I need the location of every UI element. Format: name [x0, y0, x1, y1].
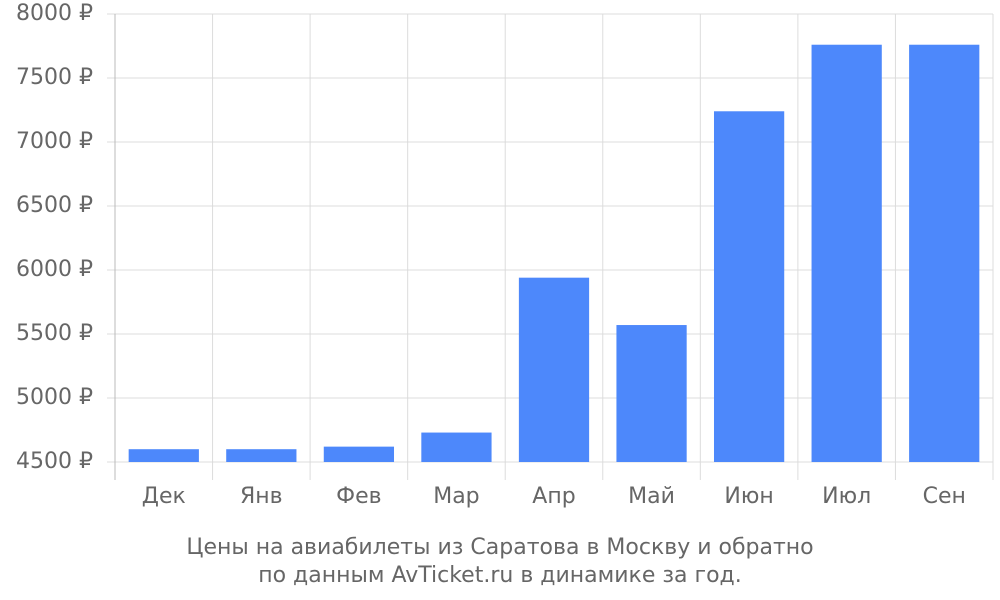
- y-tick-label: 6000 ₽: [16, 257, 93, 282]
- bar: [323, 446, 395, 462]
- caption: по данным AvTicket.ru в динамике за год.: [258, 563, 742, 588]
- x-tick-label: Сен: [923, 484, 966, 509]
- y-tick-label: 8000 ₽: [16, 1, 93, 26]
- x-tick-label: Дек: [142, 484, 186, 509]
- y-tick-label: 7000 ₽: [16, 129, 93, 154]
- y-tick-label: 4500 ₽: [16, 449, 93, 474]
- y-tick-label: 7500 ₽: [16, 65, 93, 90]
- x-tick-label: Июн: [724, 484, 773, 509]
- x-tick-label: Янв: [240, 484, 283, 509]
- bar: [909, 44, 980, 462]
- bar: [128, 449, 199, 462]
- y-tick-label: 5500 ₽: [16, 321, 93, 346]
- x-tick-label: Июл: [822, 484, 871, 509]
- bar: [713, 111, 785, 462]
- bar: [811, 44, 882, 462]
- bar: [616, 325, 687, 462]
- y-tick-label: 5000 ₽: [16, 385, 93, 410]
- bar: [226, 449, 297, 462]
- caption: Цены на авиабилеты из Саратова в Москву …: [186, 535, 813, 560]
- x-tick-label: Май: [628, 484, 675, 509]
- x-tick-label: Апр: [532, 484, 575, 509]
- x-tick-label: Мар: [433, 484, 479, 509]
- bar: [421, 432, 492, 462]
- y-tick-label: 6500 ₽: [16, 193, 93, 218]
- x-tick-label: Фев: [336, 484, 381, 509]
- bar: [518, 277, 590, 462]
